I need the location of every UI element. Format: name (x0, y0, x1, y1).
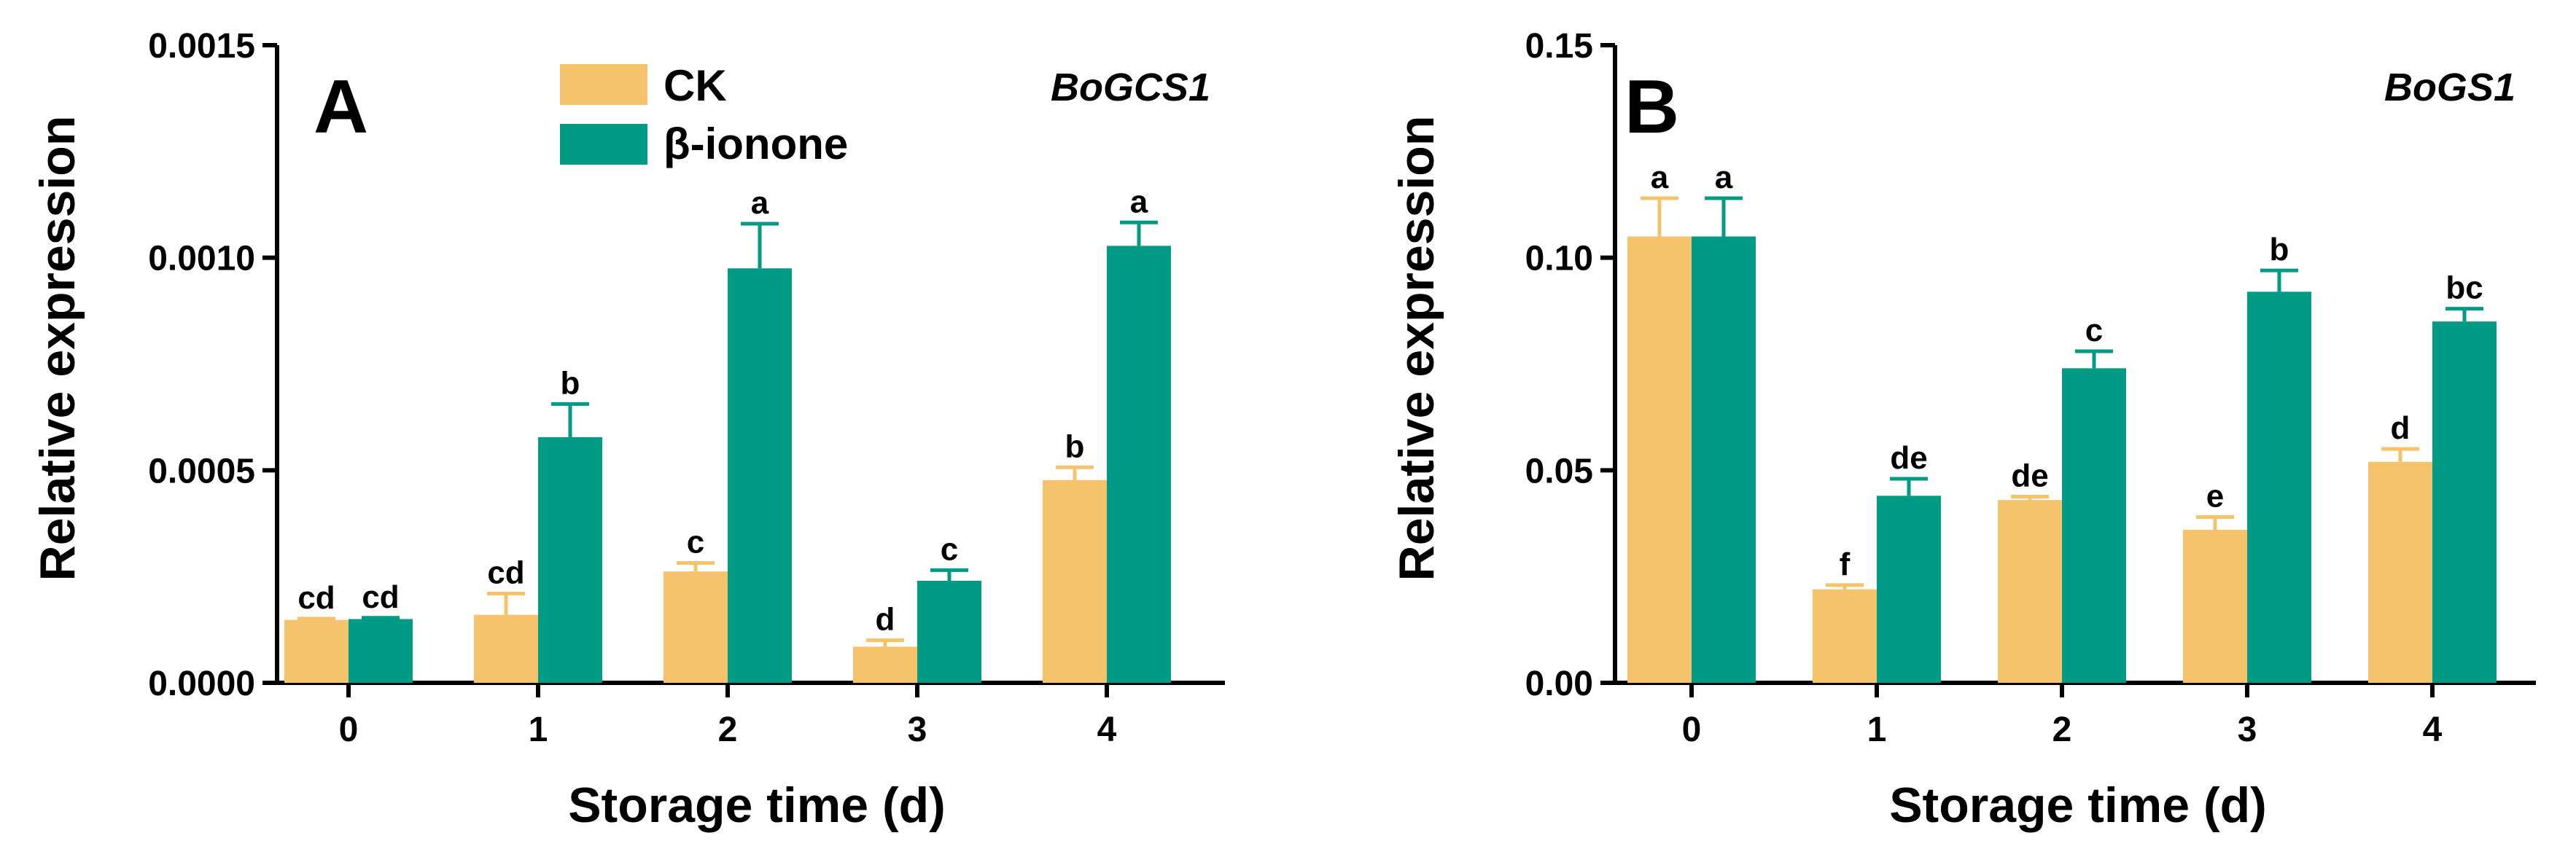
panel-a-y-axis-label: Relative expression (30, 116, 85, 582)
panel-a-x-tick-label: 0 (339, 711, 359, 749)
panel-a-bar-ionone (917, 581, 981, 683)
legend-swatch-ck (560, 64, 647, 105)
panel-b-y-axis-label: Relative expression (1389, 116, 1444, 582)
panel-b-y-tick-label: 0.15 (1525, 27, 1593, 66)
panel-a-bar-ionone (538, 437, 602, 683)
panel-b-bar-ionone (1877, 496, 1941, 683)
panel-a-bar-ck (853, 646, 917, 683)
panel-b-significance-letter: c (2085, 313, 2103, 348)
panel-b-bar-ck (2183, 530, 2247, 683)
panel-b-label: B (1624, 65, 1679, 149)
panel-a-bar-ionone (728, 268, 792, 683)
panel-b-y-tick-label: 0.00 (1525, 665, 1593, 703)
panel-b-gene-name: BoGS1 (2384, 66, 2515, 109)
panel-b-significance-letter: bc (2445, 270, 2483, 306)
panel-b-bar-ck (2368, 461, 2432, 683)
panel-b-significance-letter: d (2391, 410, 2410, 446)
panel-b-bar-ionone (2062, 368, 2126, 683)
panel-a-bar-ck (1043, 480, 1107, 683)
panel-a-bar-ck (284, 619, 349, 683)
panel-b-significance-letter: de (2011, 458, 2048, 494)
panel-b-bar-ck (1813, 589, 1877, 683)
panel-a-label: A (314, 65, 368, 149)
panel-b-significance-letter: a (1651, 160, 1669, 195)
legend-label-ionone: β-ionone (664, 120, 848, 168)
panel-a-y-tick-label: 0.0000 (148, 665, 255, 703)
panel-a-x-tick-label: 4 (1097, 711, 1117, 749)
panel-b-y-tick-label: 0.05 (1525, 452, 1593, 490)
panel-a-bar-ck (664, 571, 728, 683)
panel-a-x-tick-label: 3 (908, 711, 927, 749)
legend-swatch-ionone (560, 124, 647, 165)
panel-a-significance-letter: c (941, 531, 958, 567)
panel-b-significance-letter: f (1840, 547, 1851, 582)
panel-b-x-tick-label: 1 (1867, 711, 1887, 749)
panel-b-bar-ionone (1692, 236, 1756, 683)
panel-b-bar-ionone (2432, 321, 2497, 683)
panel-a-chart: A BoGCS1 Relative expression Storage tim… (30, 27, 1225, 833)
panel-a-bar-ionone (349, 619, 413, 683)
panel-a-x-tick-label: 1 (529, 711, 548, 749)
panel-a-y-tick-label: 0.0010 (148, 240, 255, 278)
panel-a-significance-letter: cd (362, 579, 399, 615)
legend-label-ck: CK (664, 61, 727, 110)
panel-a-significance-letter: c (687, 525, 704, 560)
panel-b-y-tick-label: 0.10 (1525, 240, 1593, 278)
panel-b-bar-ionone (2247, 291, 2311, 683)
panel-b-significance-letter: a (1715, 160, 1733, 195)
panel-b-chart: B BoGS1 Relative expression Storage time… (1389, 27, 2536, 833)
panel-a-y-tick-label: 0.0005 (148, 452, 255, 490)
panel-a-significance-letter: b (561, 365, 580, 401)
panel-a-bar-ionone (1107, 246, 1171, 683)
panel-a-significance-letter: cd (297, 580, 335, 616)
panel-b-x-tick-label: 0 (1682, 711, 1702, 749)
panel-a-significance-letter: a (1130, 184, 1148, 219)
legend: CK β-ionone (560, 61, 848, 168)
panel-a-significance-letter: a (751, 185, 769, 221)
panel-b-significance-letter: e (2206, 479, 2224, 514)
panel-a-y-tick-label: 0.0015 (148, 27, 255, 66)
panel-a-gene-name: BoGCS1 (1051, 66, 1210, 109)
panel-a-significance-letter: cd (487, 555, 524, 591)
panel-a-bar-ck (474, 614, 538, 683)
panel-a-significance-letter: d (876, 602, 895, 638)
panel-a-x-tick-label: 2 (718, 711, 738, 749)
panel-b-x-tick-label: 4 (2423, 711, 2443, 749)
panel-b-bar-ck (1998, 500, 2062, 683)
panel-b-bar-ck (1627, 236, 1692, 683)
panel-b-x-tick-label: 3 (2238, 711, 2257, 749)
panel-b-x-tick-label: 2 (2052, 711, 2072, 749)
panel-b-significance-letter: b (2270, 232, 2289, 267)
panel-a-x-axis-label: Storage time (d) (568, 778, 946, 833)
panel-b-significance-letter: de (1890, 440, 1927, 476)
panel-b-x-axis-label: Storage time (d) (1889, 778, 2267, 833)
panel-a-significance-letter: b (1065, 428, 1085, 464)
